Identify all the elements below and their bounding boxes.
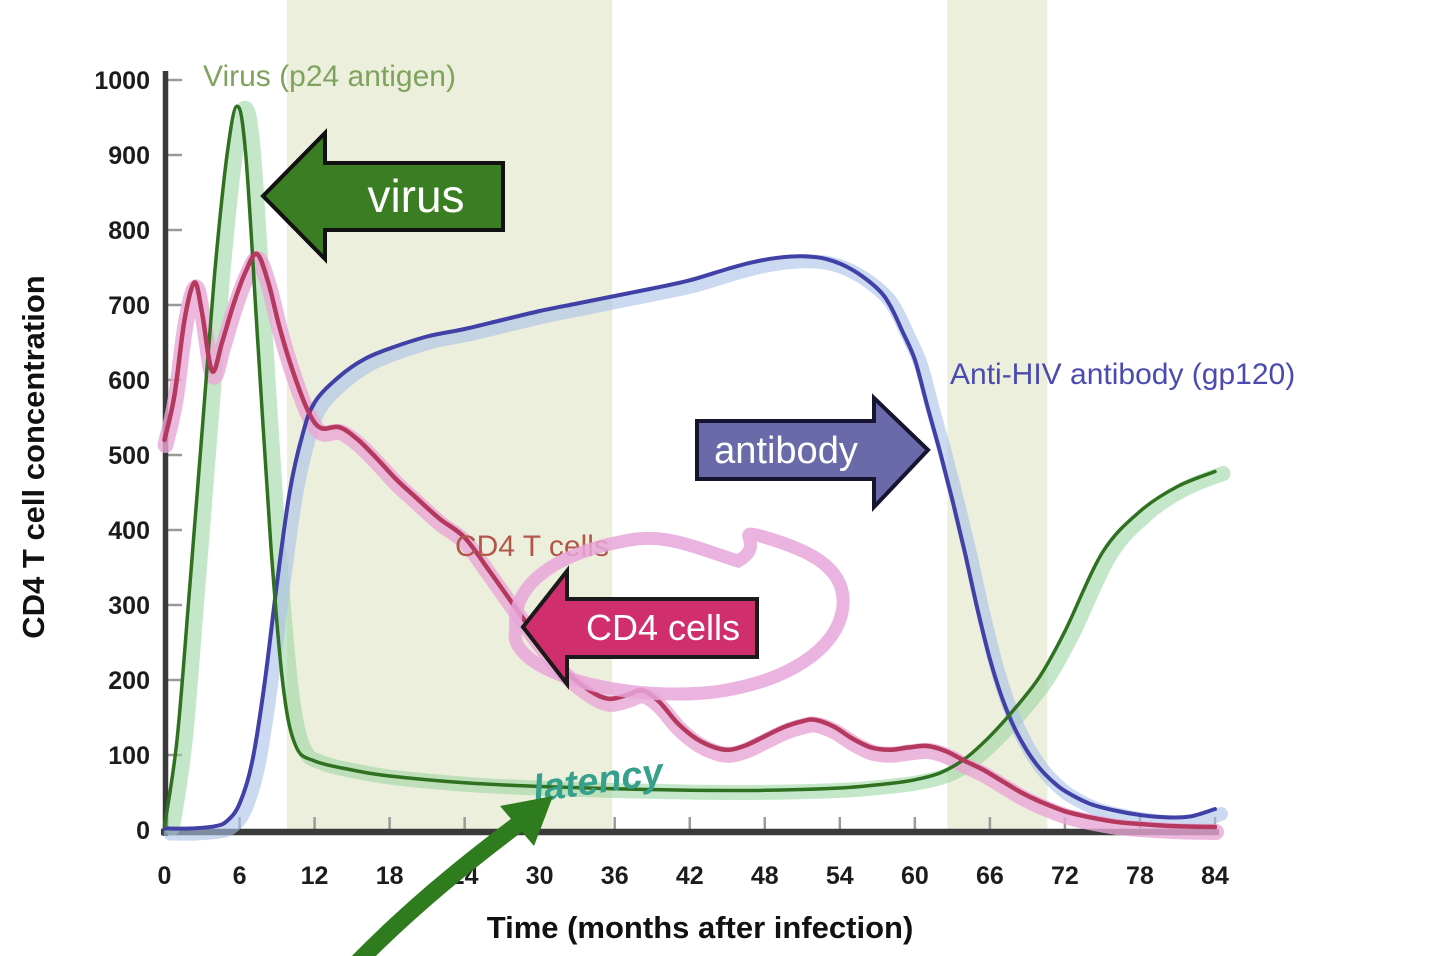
y-tick-label-400: 400	[108, 517, 150, 545]
x-tick-label-6: 6	[233, 862, 247, 890]
x-tick-label-30: 30	[526, 862, 554, 890]
virus-curve	[162, 104, 1217, 829]
shaded-bands	[287, 0, 1048, 831]
virus-arrow-label: virus	[367, 170, 464, 222]
y-tick-label-800: 800	[108, 217, 150, 245]
y-tick-label-600: 600	[108, 367, 150, 395]
x-tick-label-60: 60	[901, 862, 929, 890]
y-tick-label-300: 300	[108, 592, 150, 620]
antibody-arrow-shape	[695, 393, 931, 513]
x-tick-label-72: 72	[1051, 862, 1079, 890]
x-tick-label-48: 48	[751, 862, 779, 890]
x-tick-label-84: 84	[1201, 862, 1229, 890]
antibody-curve-label: Anti-HIV antibody (gp120)	[950, 358, 1295, 391]
latency-pointer-arrow-shaft	[351, 815, 527, 956]
cd4-hand-drawn-loop-annotation	[508, 527, 850, 701]
cd4-arrow: CD4 cells	[520, 565, 759, 690]
antibody-curve	[162, 254, 1217, 831]
virus-arrow-shape	[260, 128, 505, 264]
x-tick-label-54: 54	[826, 862, 854, 890]
y-tick-label-100: 100	[108, 742, 150, 770]
cd4-arrow-label: CD4 cells	[586, 607, 740, 648]
shaded-band-1	[287, 0, 613, 831]
x-tick-label-78: 78	[1126, 862, 1154, 890]
x-tick-label-12: 12	[301, 862, 329, 890]
y-tick-label-900: 900	[108, 142, 150, 170]
y-tick-label-0: 0	[136, 817, 150, 845]
x-tick-label-66: 66	[976, 862, 1004, 890]
antibody-arrow: antibody	[695, 393, 931, 513]
virus-curve-label: Virus (p24 antigen)	[203, 60, 456, 93]
x-tick-label-18: 18	[376, 862, 404, 890]
y-axis-title: CD4 T cell concentration	[16, 275, 51, 638]
x-axis-title: Time (months after infection)	[487, 910, 914, 945]
y-tick-label-200: 200	[108, 667, 150, 695]
x-tick-label-0: 0	[158, 862, 172, 890]
x-tick-label-42: 42	[676, 862, 704, 890]
latency-pointer-arrow-head	[500, 796, 553, 846]
y-tick-label-1000: 1000	[94, 67, 150, 95]
cd4-arrow-shape	[520, 565, 759, 690]
virus-arrow: virus	[260, 128, 505, 264]
y-tick-label-500: 500	[108, 442, 150, 470]
y-tick-label-700: 700	[108, 292, 150, 320]
antibody-arrow-label: antibody	[714, 430, 858, 472]
x-tick-label-36: 36	[601, 862, 629, 890]
latency-pointer-arrow	[351, 796, 553, 956]
axes	[161, 71, 1219, 836]
